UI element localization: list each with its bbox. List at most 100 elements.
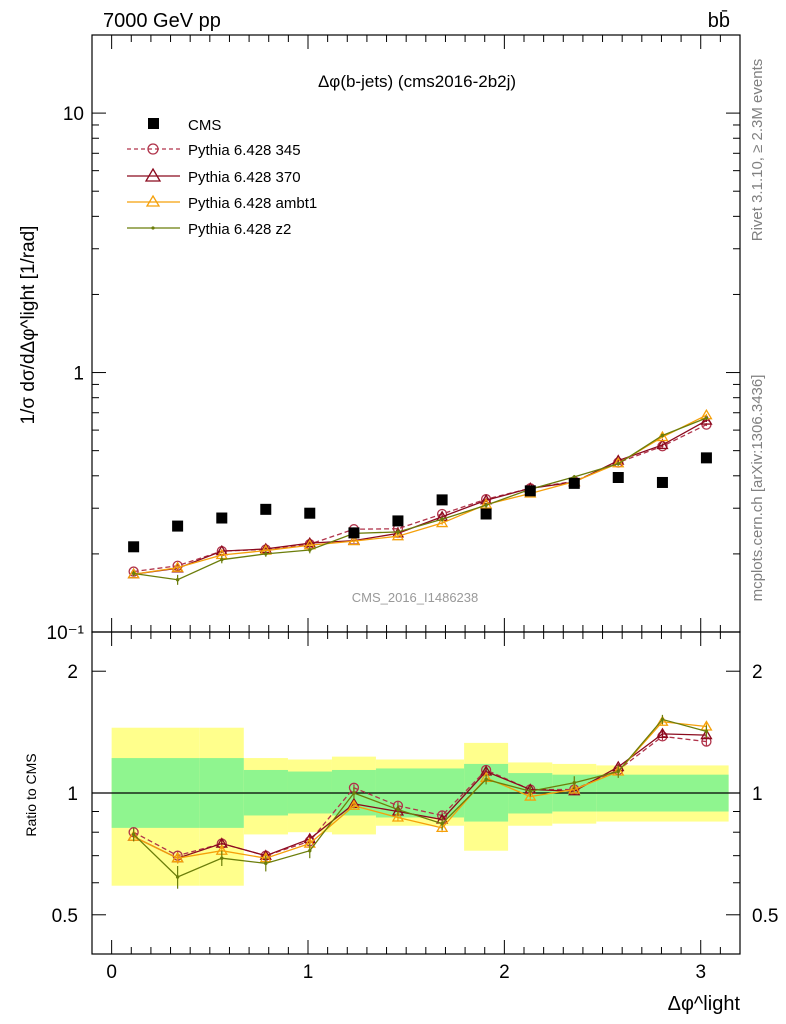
data-point-pythia-6-428-ambt1 [568,783,581,794]
data-point-pythia-6-428-ambt1 [435,516,449,528]
series-pythia-6-428-z2 [131,416,709,585]
data-point-pythia-6-428-z2 [175,875,180,879]
data-point-cms [304,507,316,519]
series-line-pythia-6-428-ambt1 [133,721,707,859]
legend-entry-pythia-345: Pythia 6.428 345 [127,142,301,159]
data-point-pythia-6-428-ambt1 [171,561,184,572]
ratio-y-tick-label: 0.5 [52,906,78,927]
data-point-cms [128,541,140,553]
data-point-pythia-6-428-z2 [175,578,180,582]
ratio-y-tick-label: 1 [67,784,78,805]
data-point-pythia-6-428-z2 [616,769,620,774]
ratio-series-group [127,714,713,889]
data-point-pythia-6-428-z2 [528,789,532,793]
main-y-tick-label: 1 [73,364,84,385]
beam-label: 7000 GeV pp [103,10,221,32]
legend-label-cms: CMS [188,117,221,134]
data-point-cms [348,527,360,539]
data-point-pythia-6-428-z2 [131,571,136,576]
x-axis-title: Δφ^light [668,993,741,1015]
ratio-uncertainty-bands [111,727,729,886]
data-point-pythia-6-428-ambt1 [524,790,537,801]
data-point-pythia-6-428-z2 [352,791,356,795]
data-point-pythia-6-428-370 [700,728,713,740]
data-point-pythia-6-428-z2 [704,416,709,420]
main-series-group [127,408,713,585]
data-point-pythia-6-428-z2 [572,781,576,785]
data-point-pythia-6-428-z2 [308,849,312,853]
data-point-pythia-6-428-z2 [660,717,665,722]
data-point-pythia-6-428-z2 [440,821,444,826]
data-point-pythia-6-428-ambt1 [347,534,361,546]
legend-entry-pythia-z2: Pythia 6.428 z2 [127,221,291,238]
data-point-pythia-6-428-z2 [704,729,709,734]
x-tick-label: 0 [106,962,117,983]
ratio-y-tick-label: 2 [67,662,78,683]
data-point-pythia-6-428-z2 [220,557,224,562]
ratio-y-tick-label-right: 2 [752,662,763,683]
data-point-cms [436,494,448,506]
data-point-cms [260,503,272,515]
analysis-watermark: CMS_2016_I1486238 [352,590,479,605]
ratio-y-tick-label-right: 0.5 [752,906,778,927]
data-point-cms [656,476,668,488]
legend-entry-cms: CMS [148,117,221,134]
series-line-pythia-6-428-370 [133,733,707,859]
data-point-pythia-6-428-ambt1 [347,799,361,810]
data-point-pythia-6-428-z2 [264,552,268,556]
data-point-pythia-6-428-370 [656,438,669,450]
legend-marker-pythia-345 [147,143,159,155]
series-cms [128,452,712,553]
x-tick-label: 1 [303,962,314,983]
data-point-pythia-6-428-z2 [616,462,620,466]
data-point-cms [480,508,492,520]
data-point-pythia-6-428-ambt1 [435,821,449,833]
main-y-tick-label: 10⁻¹ [47,623,85,644]
data-point-cms [524,485,536,497]
legend-entry-pythia-ambt1: Pythia 6.428 ambt1 [127,194,317,212]
plot-title: Δφ(b-jets) (cms2016-2b2j) [318,72,516,91]
data-point-pythia-6-428-z2 [484,503,488,507]
data-point-pythia-6-428-z2 [440,517,444,521]
data-point-pythia-6-428-z2 [220,856,224,860]
series-line-pythia-6-428-z2 [133,417,707,581]
data-point-cms [612,471,624,483]
legend-label-pythia-370: Pythia 6.428 370 [188,169,301,186]
ratio-y-tick-label-right: 1 [752,784,763,805]
data-point-pythia-6-428-z2 [396,807,400,812]
legend-label-pythia-ambt1: Pythia 6.428 ambt1 [188,195,317,212]
legend-marker-cms [148,118,159,129]
data-point-cms [700,452,712,464]
legend-marker-pythia-z2 [151,226,155,230]
data-point-pythia-6-428-ambt1 [656,715,669,726]
legend-marker-pythia-ambt1 [145,194,161,207]
data-point-pythia-6-428-ambt1 [391,811,405,822]
legend-marker-pythia-370 [144,167,162,182]
data-point-pythia-6-428-z2 [660,433,665,438]
data-point-pythia-6-428-ambt1 [171,851,184,863]
data-point-pythia-6-428-z2 [396,530,400,534]
axis-tick-labels: 10 1 10⁻¹ 2 2 1 1 0.5 0.5 0 1 2 3 [47,104,779,983]
mcplots-url-label: mcplots.cern.ch [arXiv:1306.3436] [749,375,766,602]
data-point-pythia-6-428-z2 [264,861,268,866]
legend-label-pythia-z2: Pythia 6.428 z2 [188,221,291,238]
ratio-series-pythia-6-428-z2 [131,714,709,889]
data-point-pythia-6-428-370 [700,414,713,425]
data-point-pythia-6-428-z2 [131,832,136,837]
data-point-cms [392,515,404,527]
series-line-pythia-6-428-z2 [133,718,707,878]
data-point-pythia-6-428-z2 [572,475,576,479]
series-pythia-6-428-370 [127,414,713,579]
ratio-y-axis-title: Ratio to CMS [23,753,39,836]
x-tick-label: 2 [499,962,510,983]
legend: CMS Pythia 6.428 345 Pythia 6.428 370 Py… [127,117,317,238]
legend-label-pythia-345: Pythia 6.428 345 [188,142,301,159]
x-tick-label: 3 [695,962,706,983]
data-point-cms [568,477,580,489]
axis-ticks [91,34,741,955]
data-point-cms [172,520,184,532]
process-label: bb̄ [708,9,730,32]
data-point-pythia-6-428-ambt1 [391,529,405,541]
